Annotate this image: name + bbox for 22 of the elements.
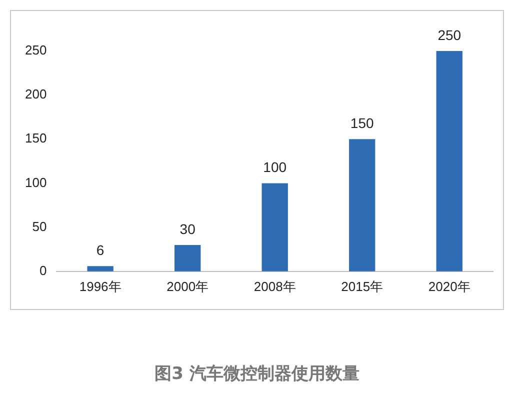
- y-tick-label: 200: [24, 86, 47, 102]
- x-tick-label: 2008年: [254, 278, 296, 294]
- data-label: 30: [180, 220, 196, 237]
- bar: [87, 266, 114, 272]
- bar: [349, 139, 376, 272]
- bar: [262, 183, 288, 272]
- x-tick-label: 1996年: [79, 278, 122, 294]
- text: 图3 汽车微控制器使用数量: [154, 363, 360, 385]
- x-tick-label: 2020年: [428, 278, 470, 294]
- y-tick-label: 50: [32, 218, 47, 234]
- x-tick-label: 2015年: [341, 278, 384, 294]
- bar: [174, 244, 201, 272]
- data-label: 100: [263, 159, 287, 176]
- data-label: 150: [350, 115, 374, 132]
- y-tick-label: 250: [24, 42, 47, 58]
- y-tick-label: 0: [39, 262, 47, 278]
- y-tick-label: 150: [24, 130, 47, 146]
- data-label: 250: [438, 26, 462, 43]
- x-tick-label: 2000年: [166, 278, 209, 294]
- data-label: 6: [96, 242, 104, 258]
- bar: [436, 51, 462, 272]
- y-tick-label: 100: [24, 174, 47, 190]
